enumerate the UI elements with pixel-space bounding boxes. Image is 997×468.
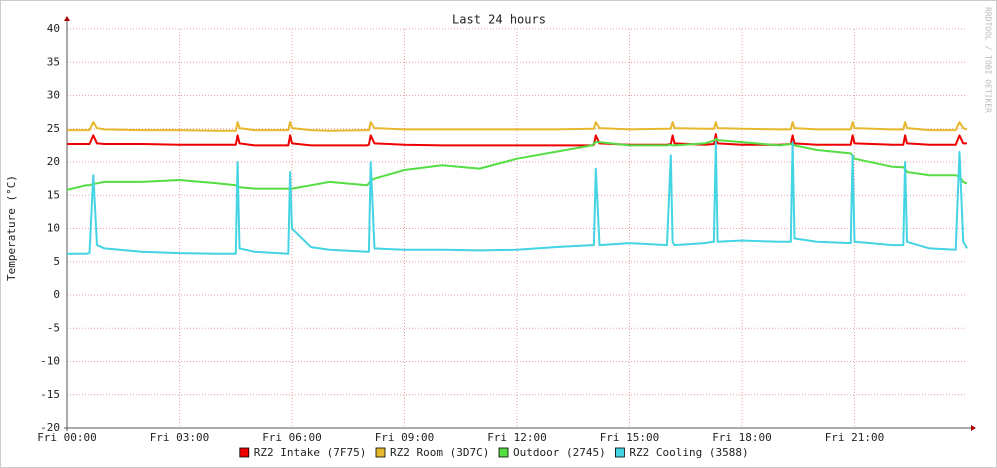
y-tick-label: 10 [47,222,60,235]
y-tick-label: 20 [47,155,60,168]
legend-swatch [498,447,509,458]
legend-label: Outdoor (2745) [513,446,606,459]
series-line [67,133,967,147]
y-tick-label: 0 [53,288,60,301]
y-tick-label: 35 [47,55,60,68]
x-tick-label: Fri 21:00 [825,431,885,444]
y-tick-label: 15 [47,188,60,201]
x-tick-label: Fri 06:00 [262,431,322,444]
y-tick-label: -20 [40,421,60,434]
x-tick-label: Fri 00:00 [37,431,97,444]
series-line [67,141,968,255]
legend-swatch [239,447,250,458]
y-tick-label: -5 [47,321,60,334]
x-tick-label: Fri 15:00 [600,431,660,444]
axis-arrow [971,425,976,431]
legend-label: RZ2 Room (3D7C) [390,446,489,459]
legend-swatch [375,447,386,458]
x-tick-label: Fri 03:00 [150,431,210,444]
series-line [67,121,968,132]
y-tick-label: 25 [47,122,60,135]
y-tick-label: 5 [53,255,60,268]
y-tick-label: -15 [40,388,60,401]
legend-label: RZ2 Intake (7F75) [254,446,367,459]
legend-label: RZ2 Cooling (3588) [629,446,748,459]
y-tick-label: -10 [40,355,60,368]
watermark: RRDTOOL / TOBI OETIKER [984,7,993,113]
y-tick-label: 30 [47,89,60,102]
legend-swatch [615,447,625,458]
x-tick-label: Fri 18:00 [712,431,772,444]
x-tick-label: Fri 12:00 [487,431,547,444]
y-axis-label: Temperature (°C) [5,175,18,281]
y-tick-label: 40 [47,22,60,35]
chart-title: Last 24 hours [452,13,546,27]
x-tick-label: Fri 09:00 [375,431,435,444]
axis-arrow [64,16,70,21]
